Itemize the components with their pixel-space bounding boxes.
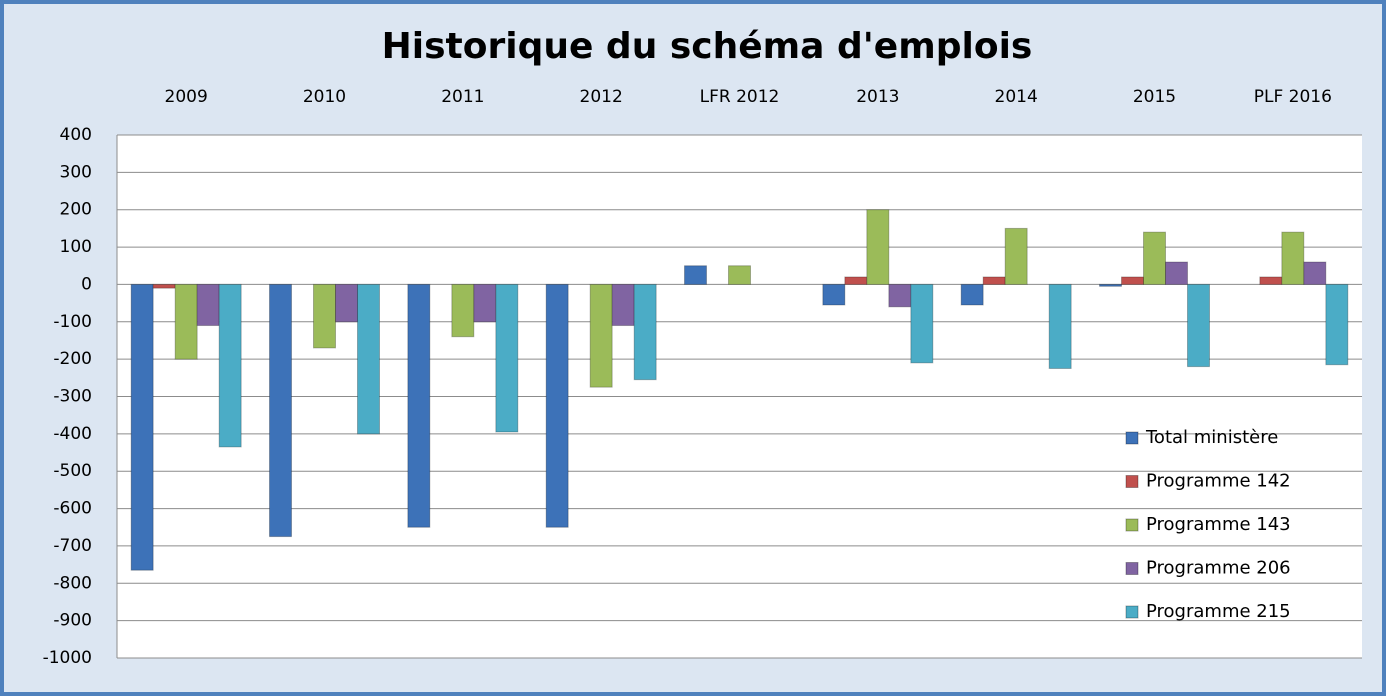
bar bbox=[407, 283, 431, 528]
x-tick-label: 2012 bbox=[580, 87, 623, 107]
bar bbox=[611, 283, 635, 327]
x-tick-label: 2010 bbox=[303, 87, 346, 107]
bar bbox=[196, 283, 220, 327]
y-tick-label: -700 bbox=[53, 536, 92, 556]
x-tick-label: 2013 bbox=[856, 87, 899, 107]
bar bbox=[335, 283, 358, 323]
bar bbox=[822, 283, 846, 306]
bar bbox=[218, 283, 242, 448]
y-tick-label: -400 bbox=[53, 424, 92, 444]
chart-title: Historique du schéma d'emplois bbox=[382, 26, 1033, 67]
y-tick-label: -500 bbox=[53, 461, 92, 481]
bar bbox=[1187, 283, 1210, 368]
bar bbox=[495, 283, 519, 433]
legend-label: Programme 143 bbox=[1146, 514, 1291, 535]
x-tick-label: PLF 2016 bbox=[1254, 87, 1332, 107]
bar bbox=[589, 283, 613, 388]
legend-swatch bbox=[1125, 562, 1139, 575]
y-tick-label: 0 bbox=[81, 274, 92, 294]
bar bbox=[1259, 276, 1283, 285]
y-tick-label: -600 bbox=[53, 499, 92, 519]
legend-label: Programme 142 bbox=[1146, 471, 1291, 492]
bar bbox=[451, 283, 475, 338]
x-tick-label: LFR 2012 bbox=[700, 87, 780, 107]
y-tick-label: -200 bbox=[53, 349, 92, 369]
y-tick-label: 300 bbox=[60, 162, 92, 182]
bar bbox=[960, 283, 984, 306]
legend-label: Programme 206 bbox=[1146, 558, 1291, 579]
bar bbox=[1165, 261, 1188, 285]
x-tick-label: 2009 bbox=[165, 87, 208, 107]
y-tick-label: -100 bbox=[53, 312, 92, 332]
legend-swatch bbox=[1125, 518, 1139, 532]
y-tick-label: -900 bbox=[53, 611, 92, 631]
legend-label: Total ministère bbox=[1145, 427, 1278, 448]
bar bbox=[1048, 283, 1072, 369]
y-tick-label: -800 bbox=[53, 573, 92, 593]
y-tick-label: 100 bbox=[60, 237, 92, 257]
bar bbox=[1303, 261, 1327, 285]
bar bbox=[684, 265, 707, 285]
bar bbox=[866, 209, 890, 285]
bar bbox=[357, 283, 380, 435]
bar bbox=[313, 283, 336, 349]
y-tick-label: -300 bbox=[53, 387, 92, 407]
y-tick-label: -1000 bbox=[43, 648, 92, 668]
legend-swatch bbox=[1125, 605, 1139, 619]
legend-swatch bbox=[1125, 431, 1139, 445]
bar bbox=[1099, 283, 1122, 287]
bar bbox=[1143, 231, 1166, 285]
y-tick-label: 200 bbox=[60, 200, 92, 220]
bar bbox=[728, 265, 751, 285]
bar bbox=[982, 276, 1006, 285]
bar bbox=[844, 276, 868, 285]
bar bbox=[1004, 227, 1028, 285]
x-tick-label: 2015 bbox=[1133, 87, 1176, 107]
bar bbox=[130, 283, 154, 571]
y-tick-label: 400 bbox=[60, 125, 92, 145]
bar bbox=[473, 283, 497, 323]
bar bbox=[174, 283, 198, 360]
bar bbox=[633, 283, 657, 381]
bar bbox=[269, 283, 292, 538]
bar bbox=[152, 283, 176, 289]
bar bbox=[1121, 276, 1144, 285]
legend-label: Programme 215 bbox=[1146, 601, 1291, 622]
bar bbox=[910, 283, 934, 364]
bar bbox=[1325, 283, 1349, 366]
bar bbox=[888, 283, 912, 308]
legend-swatch bbox=[1125, 475, 1139, 488]
bar bbox=[545, 283, 569, 528]
x-tick-label: 2014 bbox=[995, 87, 1038, 107]
x-tick-label: 2011 bbox=[441, 87, 484, 107]
bar bbox=[1281, 231, 1305, 285]
